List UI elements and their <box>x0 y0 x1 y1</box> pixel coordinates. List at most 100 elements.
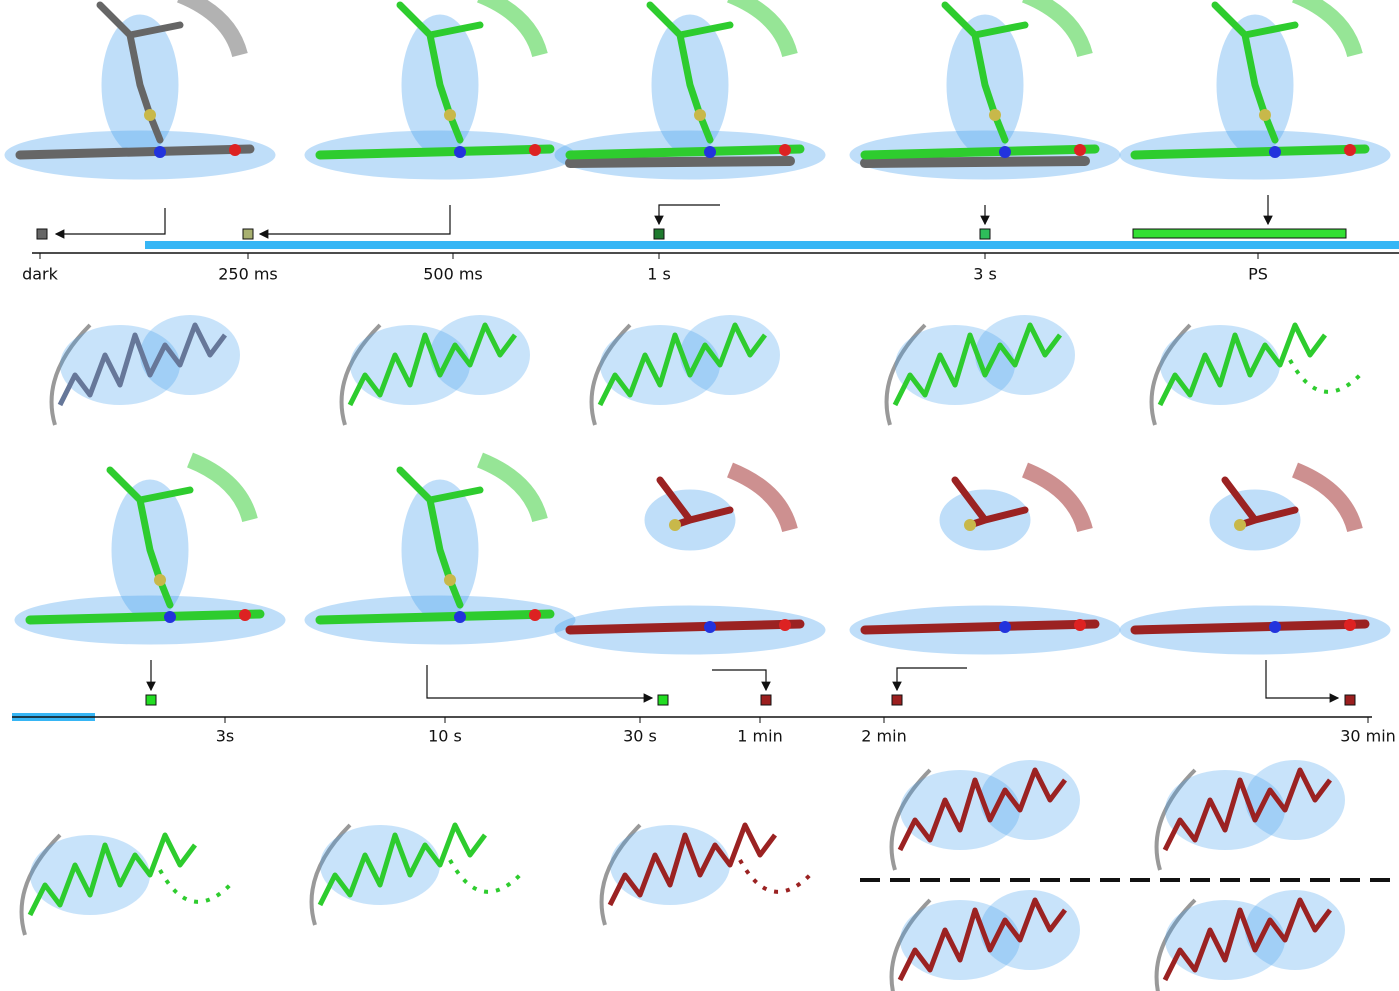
ribbon <box>476 0 548 58</box>
nitrogen <box>454 611 466 623</box>
nitrogen <box>164 611 176 623</box>
oxygen <box>229 144 241 156</box>
density <box>1160 325 1280 405</box>
time-label: 2 min <box>861 727 906 746</box>
peptide-panel <box>599 822 812 926</box>
peptide-panel <box>19 832 232 936</box>
peptide <box>347 322 517 407</box>
disordered-loop <box>738 859 812 894</box>
flavin-ring <box>25 609 265 625</box>
ribbon <box>1021 462 1093 533</box>
peptide-panel <box>1154 760 1345 871</box>
state-marker <box>36 228 48 240</box>
peptide <box>597 322 767 407</box>
flavin-panel <box>1119 462 1391 655</box>
arrow <box>654 204 720 226</box>
cysteine <box>396 466 484 609</box>
sulfur <box>444 574 456 586</box>
peptide <box>892 322 1062 407</box>
density <box>975 315 1075 395</box>
sulfur <box>964 519 976 531</box>
loop <box>884 323 927 426</box>
flavin-panel <box>554 0 826 180</box>
flavin-ring <box>1130 144 1370 160</box>
density <box>430 315 530 395</box>
cysteine <box>396 1 484 144</box>
flavin-ring <box>315 144 555 160</box>
density <box>1245 890 1345 970</box>
peptide <box>897 767 1067 852</box>
nitrogen <box>1269 621 1281 633</box>
sulfur <box>669 519 681 531</box>
time-label: 3s <box>216 727 235 746</box>
state-marker <box>1344 694 1356 706</box>
ribbon <box>176 0 248 58</box>
peptide-panel <box>49 315 240 426</box>
nitrogen <box>999 146 1011 158</box>
oxygen <box>529 609 541 621</box>
oxygen <box>239 609 251 621</box>
flavin-ring <box>15 144 255 160</box>
peptide <box>1162 897 1332 982</box>
ribbon <box>1291 0 1363 58</box>
disordered-loop <box>448 859 522 894</box>
nitrogen <box>704 146 716 158</box>
time-label: 10 s <box>428 727 462 746</box>
flavin-panel <box>14 452 286 645</box>
peptide-panel <box>889 760 1080 871</box>
flavin-ring <box>860 156 1090 168</box>
nitrogen <box>1269 146 1281 158</box>
time-label: 250 ms <box>218 265 278 284</box>
sulfur <box>154 574 166 586</box>
peptide-panel <box>1149 322 1362 426</box>
arrow <box>54 208 166 239</box>
peptide <box>1162 767 1332 852</box>
time-label: 1 min <box>737 727 782 746</box>
state-marker <box>657 694 669 706</box>
loop <box>309 823 352 926</box>
loop <box>889 768 932 871</box>
peptide <box>1157 322 1327 407</box>
loop <box>599 823 642 926</box>
density <box>680 315 780 395</box>
sulfur <box>144 109 156 121</box>
loop <box>589 323 632 426</box>
loop <box>1154 768 1197 871</box>
cysteine <box>941 1 1029 144</box>
peptide-panel <box>889 890 1080 991</box>
time-label: 500 ms <box>423 265 483 284</box>
peptide <box>607 822 777 907</box>
peptide-panel <box>309 822 522 926</box>
sulfur <box>989 109 1001 121</box>
flavin-panel <box>1119 0 1391 180</box>
oxygen <box>779 144 791 156</box>
arrow <box>426 665 654 703</box>
flavin-panel <box>304 452 576 645</box>
ribbon <box>1021 0 1093 58</box>
flavin-ring <box>315 609 555 625</box>
peptide <box>57 322 227 407</box>
cysteine <box>1211 1 1299 144</box>
sulfur <box>694 109 706 121</box>
peptide <box>317 822 487 907</box>
density <box>610 825 730 905</box>
density <box>1245 760 1345 840</box>
arrow <box>892 667 967 692</box>
time-label: PS <box>1248 265 1268 284</box>
peptide-panel <box>1154 890 1345 991</box>
density <box>320 825 440 905</box>
oxygen <box>779 619 791 631</box>
density <box>900 900 1020 980</box>
peptide-panel <box>589 315 780 426</box>
density <box>30 835 150 915</box>
ribbon <box>726 0 798 58</box>
density <box>1165 770 1285 850</box>
flavin-panel <box>849 462 1121 655</box>
cysteine <box>646 1 734 144</box>
flavin-ring <box>860 619 1100 635</box>
oxygen <box>529 144 541 156</box>
time-label: 3 s <box>973 265 997 284</box>
density <box>895 325 1015 405</box>
arrow <box>712 669 771 692</box>
arrow <box>1265 660 1340 703</box>
